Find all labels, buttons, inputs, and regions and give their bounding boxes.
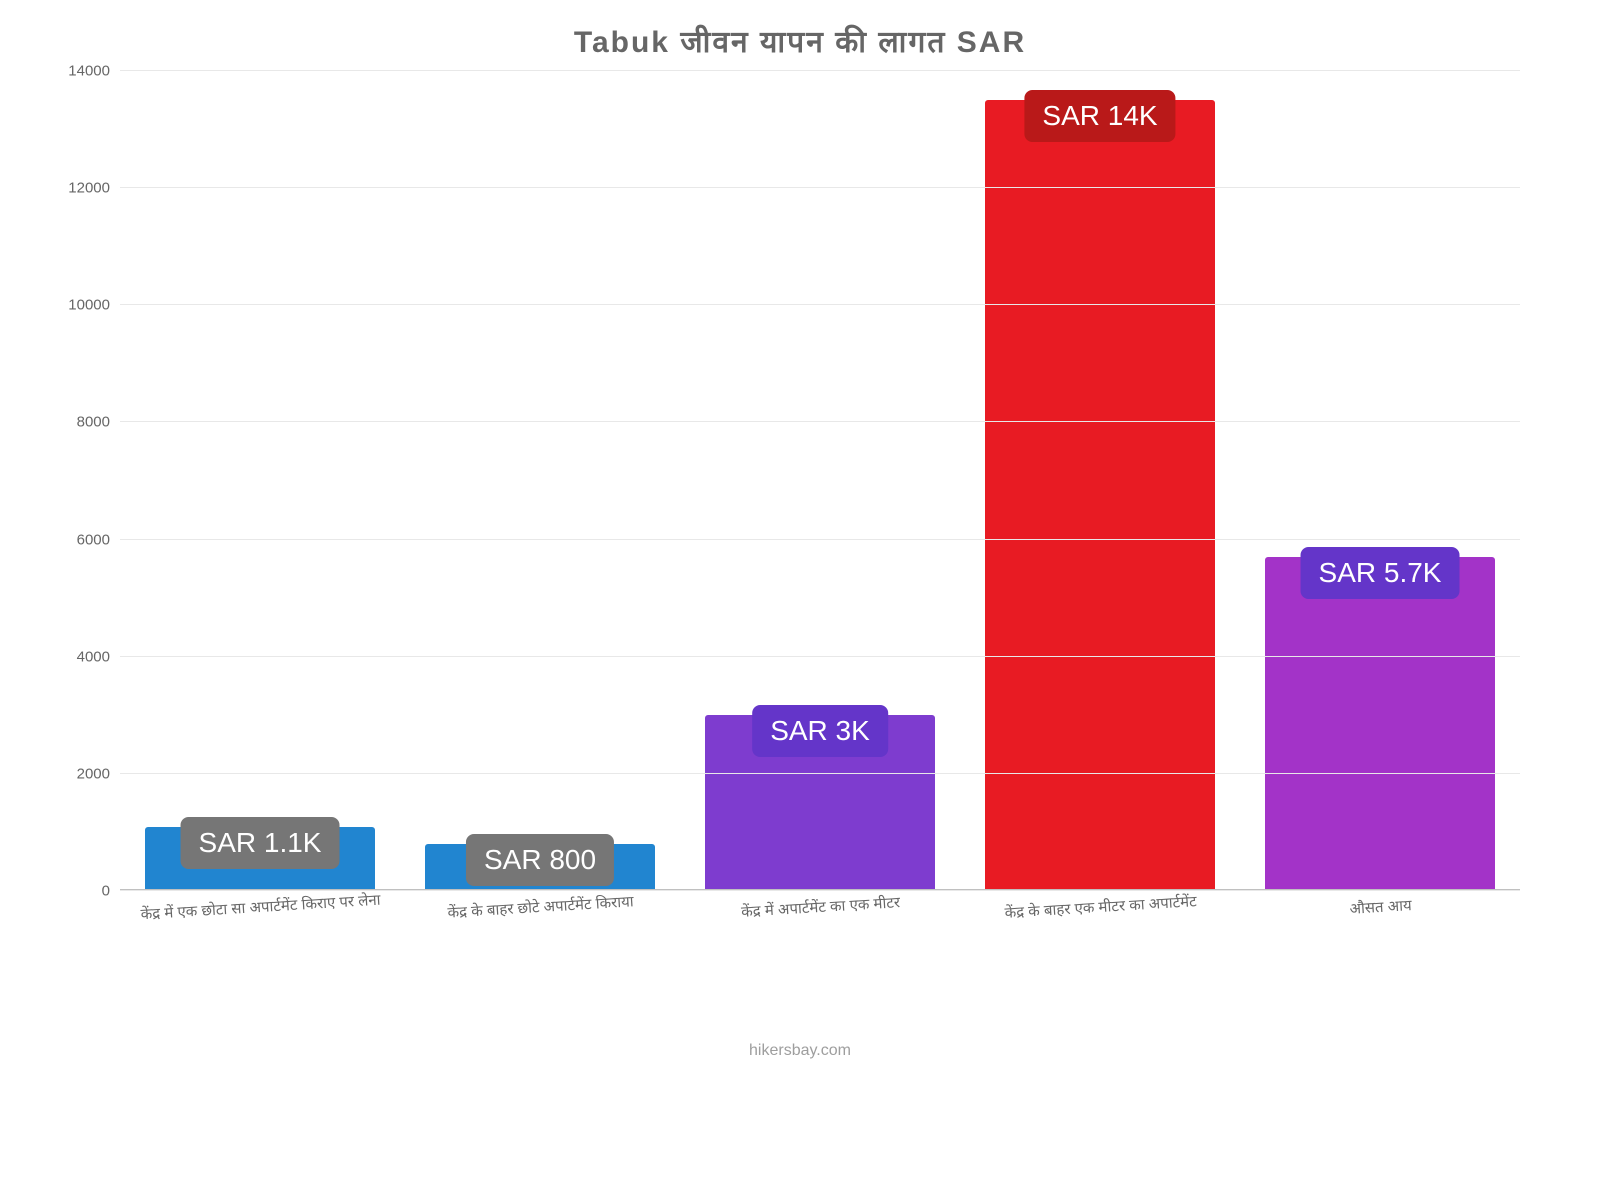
- x-tick-label: औसत आय: [1349, 895, 1412, 919]
- bar-slot: SAR 5.7K: [1240, 71, 1520, 891]
- x-label-slot: केंद्र के बाहर एक मीटर का अपार्टमेंट: [960, 897, 1240, 957]
- bars-container: SAR 1.1K SAR 800 SAR 3K SAR 14K SAR 5.7K: [120, 71, 1520, 891]
- value-badge: SAR 14K: [1024, 90, 1175, 142]
- bar-slot: SAR 800: [400, 71, 680, 891]
- x-tick-label: केंद्र के बाहर एक मीटर का अपार्टमेंट: [1004, 891, 1197, 923]
- y-tick-label: 4000: [40, 648, 110, 665]
- x-label-slot: केंद्र में अपार्टमेंट का एक मीटर: [680, 897, 960, 957]
- gridline: [120, 304, 1520, 305]
- credit-text: hikersbay.com: [0, 1042, 1600, 1060]
- y-tick-label: 12000: [40, 180, 110, 197]
- y-tick-label: 2000: [40, 765, 110, 782]
- gridline: [120, 187, 1520, 188]
- gridline: [120, 539, 1520, 540]
- x-tick-label: केंद्र में अपार्टमेंट का एक मीटर: [741, 892, 901, 922]
- x-label-slot: केंद्र में एक छोटा सा अपार्टमेंट किराए प…: [120, 897, 400, 957]
- value-badge: SAR 1.1K: [181, 817, 340, 869]
- bar-slot: SAR 1.1K: [120, 71, 400, 891]
- cost-of-living-chart: Tabuk जीवन यापन की लागत SAR SAR 1.1KSAR …: [0, 0, 1600, 1200]
- value-badge: SAR 800: [466, 834, 614, 886]
- value-badge: SAR 3K: [752, 705, 888, 757]
- y-tick-label: 14000: [40, 63, 110, 80]
- y-tick-label: 8000: [40, 414, 110, 431]
- chart-title: Tabuk जीवन यापन की लागत SAR: [40, 20, 1560, 61]
- value-badge: SAR 5.7K: [1301, 547, 1460, 599]
- bar: [1265, 557, 1495, 891]
- x-label-slot: केंद्र के बाहर छोटे अपार्टमेंट किराया: [400, 897, 680, 957]
- bar-slot: SAR 3K: [680, 71, 960, 891]
- y-tick-label: 10000: [40, 297, 110, 314]
- plot-area: SAR 1.1KSAR 800SAR 3KSAR 14KSAR 5.7K कें…: [120, 71, 1520, 891]
- gridline: [120, 656, 1520, 657]
- y-tick-label: 0: [40, 883, 110, 900]
- x-tick-label: केंद्र के बाहर छोटे अपार्टमेंट किराया: [447, 891, 634, 922]
- y-tick-label: 6000: [40, 531, 110, 548]
- gridline: [120, 421, 1520, 422]
- gridline: [120, 70, 1520, 71]
- x-labels-container: केंद्र में एक छोटा सा अपार्टमेंट किराए प…: [120, 897, 1520, 957]
- bar-slot: SAR 14K: [960, 71, 1240, 891]
- x-tick-label: केंद्र में एक छोटा सा अपार्टमेंट किराए प…: [140, 890, 381, 925]
- gridline: [120, 773, 1520, 774]
- x-label-slot: औसत आय: [1240, 897, 1520, 957]
- gridline: [120, 890, 1520, 891]
